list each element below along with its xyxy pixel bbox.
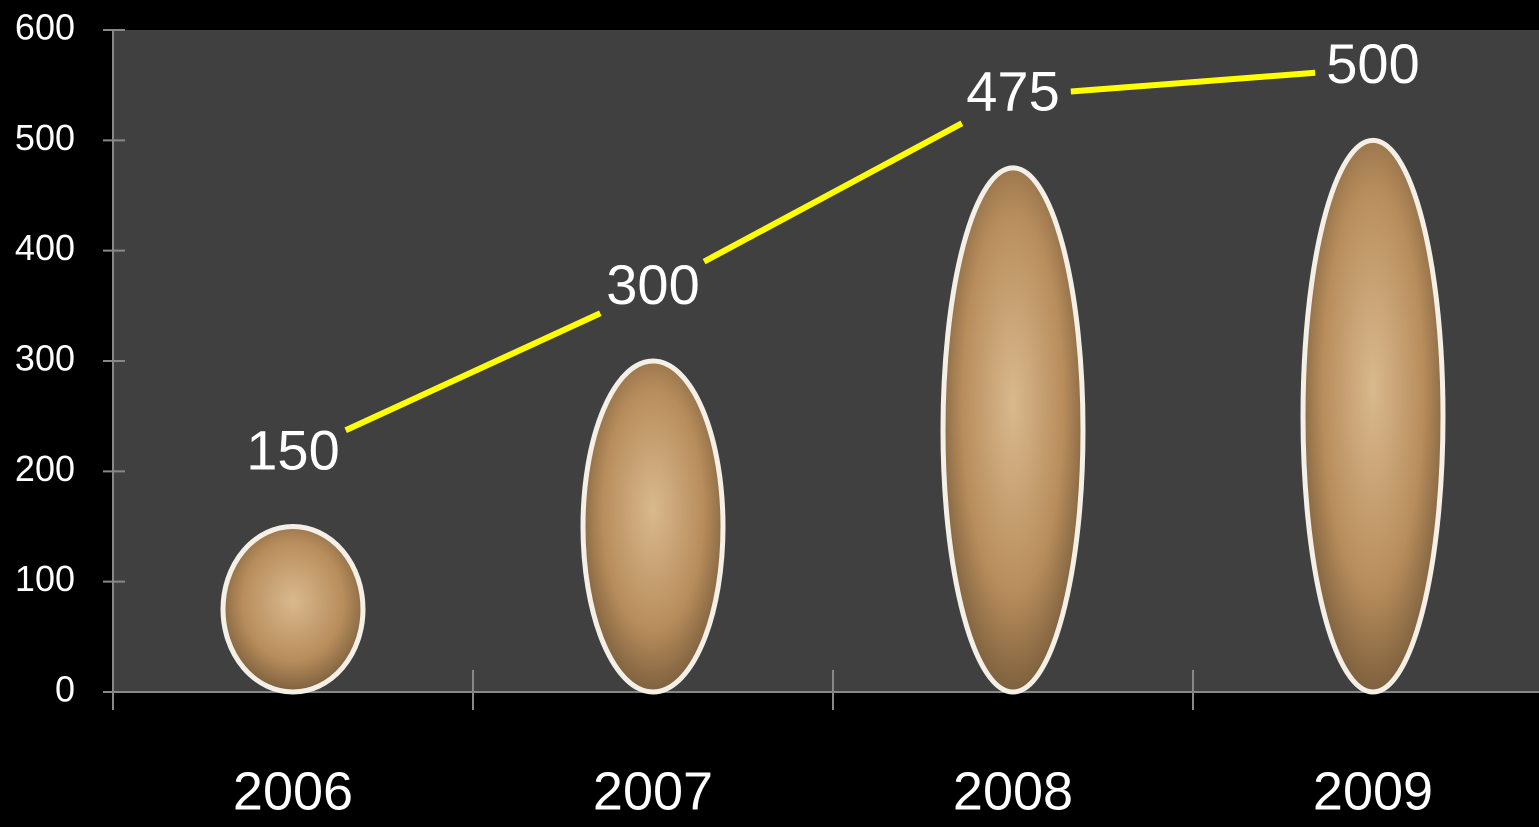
bar: [1300, 137, 1446, 695]
y-tick-label: 400: [15, 227, 75, 268]
y-tick-label: 600: [15, 7, 75, 48]
value-label: 300: [606, 253, 699, 316]
connector-line: [702, 120, 964, 265]
x-tick-label: 2007: [593, 761, 713, 821]
bar: [940, 165, 1086, 695]
x-tick-label: 2009: [1313, 761, 1433, 821]
y-tick-label: 0: [55, 669, 75, 710]
value-label: 475: [966, 60, 1059, 123]
bar: [580, 358, 726, 695]
value-label: 150: [246, 418, 339, 481]
connector-line: [344, 310, 602, 433]
y-tick-label: 100: [15, 558, 75, 599]
y-tick-label: 500: [15, 117, 75, 158]
y-tick-label: 200: [15, 448, 75, 489]
value-label: 500: [1326, 32, 1419, 95]
y-tick-label: 300: [15, 338, 75, 379]
x-tick-label: 2008: [953, 761, 1073, 821]
connector-line: [1070, 69, 1316, 95]
bar: [220, 524, 366, 695]
x-tick-label: 2006: [233, 761, 353, 821]
